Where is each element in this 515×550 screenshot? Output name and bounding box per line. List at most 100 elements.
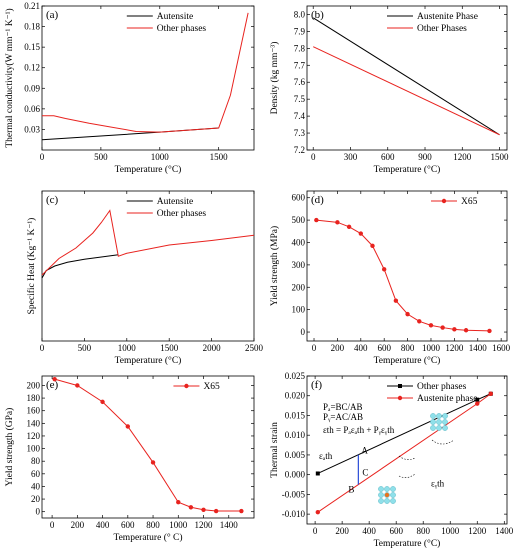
lattice-atom bbox=[436, 413, 442, 419]
y-tick-label-e: 100 bbox=[27, 444, 41, 454]
x-tick-label-e: 0 bbox=[50, 520, 55, 530]
lattice-atom bbox=[378, 486, 384, 492]
data-point-e bbox=[176, 500, 181, 505]
y-tick-label-d: 0 bbox=[301, 327, 306, 337]
series-line-c-1 bbox=[41, 209, 255, 276]
y-axis-label-f: Thermal strain bbox=[270, 422, 280, 478]
lattice-atom bbox=[378, 498, 384, 504]
legend-label-a: Autensite bbox=[157, 12, 193, 22]
legend-label-c: Other phases bbox=[157, 209, 207, 219]
lattice-bcc-icon bbox=[430, 413, 448, 431]
epsilon-gamma-label: εᵧth bbox=[431, 479, 445, 490]
legend-label-b: Austenite Phase bbox=[417, 12, 478, 22]
x-tick-label-d: 1200 bbox=[445, 343, 464, 353]
data-point-f bbox=[315, 471, 320, 476]
x-tick-label-b: 300 bbox=[344, 152, 358, 162]
y-tick-label-a: 0.03 bbox=[24, 124, 40, 134]
y-tick-label-e: 0 bbox=[36, 507, 41, 517]
y-tick-label-d: 200 bbox=[292, 282, 306, 292]
y-tick-label-d: 500 bbox=[292, 215, 306, 225]
x-tick-label-f: 800 bbox=[416, 526, 430, 536]
plot-frame-c bbox=[41, 190, 255, 342]
data-point-f bbox=[475, 397, 480, 402]
y-tick-label-b: 7.8 bbox=[294, 43, 306, 53]
data-point-d bbox=[417, 319, 422, 324]
dotted-guide-right bbox=[431, 439, 455, 445]
y-tick-label-e: 160 bbox=[27, 406, 41, 416]
y-tick-label-a: 0.15 bbox=[24, 42, 40, 52]
data-point-e bbox=[125, 424, 131, 429]
y-tick-label-e: 180 bbox=[27, 393, 41, 403]
x-axis-label-b: Temperature (°C) bbox=[374, 164, 441, 175]
y-tick-label-e: 60 bbox=[31, 469, 41, 479]
data-point-e bbox=[150, 460, 156, 465]
y-tick-label-e: 80 bbox=[31, 456, 41, 466]
panel-label-e: (e) bbox=[46, 379, 59, 391]
y-tick-label-f: 0.025 bbox=[285, 371, 306, 381]
data-point-d bbox=[393, 298, 399, 303]
panel-label-b: (b) bbox=[311, 9, 324, 21]
x-tick-label-e: 600 bbox=[121, 520, 135, 530]
y-tick-label-e: 20 bbox=[31, 494, 41, 504]
data-point-e bbox=[213, 508, 219, 514]
y-tick-label-b: 7.3 bbox=[294, 128, 306, 138]
x-tick-label-c: 1500 bbox=[160, 343, 179, 353]
series-line-a-1 bbox=[42, 12, 249, 133]
y-tick-label-a: 0.06 bbox=[24, 104, 40, 114]
y-tick-label-e: 40 bbox=[31, 481, 41, 491]
point-a-label: A bbox=[361, 446, 368, 456]
y-tick-label-f: 0.020 bbox=[285, 391, 306, 401]
lattice-atom bbox=[390, 492, 396, 498]
legend-label-e: X65 bbox=[203, 382, 220, 392]
plot-frame-e bbox=[41, 375, 255, 519]
lattice-atom bbox=[436, 419, 442, 425]
data-point-d bbox=[428, 323, 434, 328]
x-axis-label-e: Temperature (° C) bbox=[113, 532, 182, 543]
plot-frame-b bbox=[306, 5, 508, 151]
legend-label-d: X65 bbox=[461, 197, 478, 207]
data-point-d bbox=[358, 231, 364, 236]
x-tick-label-c: 2000 bbox=[203, 343, 222, 353]
dotted-guide-lower bbox=[398, 473, 416, 478]
data-point-d bbox=[381, 267, 387, 272]
x-tick-label-f: 600 bbox=[389, 526, 403, 536]
x-tick-label-e: 800 bbox=[146, 520, 160, 530]
data-point-d bbox=[440, 325, 445, 330]
x-axis-label-f: Temperature (°C) bbox=[374, 538, 441, 549]
lattice-atom bbox=[430, 413, 436, 419]
plot-frame-f bbox=[306, 375, 508, 525]
x-tick-label-d: 800 bbox=[401, 343, 415, 353]
y-tick-label-e: 120 bbox=[27, 431, 41, 441]
lattice-atom bbox=[384, 498, 390, 504]
plot-frame-a bbox=[41, 5, 255, 151]
y-tick-label-b: 7.5 bbox=[294, 94, 306, 104]
legend-label-b: Other Phases bbox=[417, 24, 467, 34]
lattice-atom bbox=[442, 413, 448, 419]
data-point-e bbox=[239, 508, 244, 514]
y-tick-label-a: 0.18 bbox=[24, 22, 40, 32]
x-tick-label-c: 1000 bbox=[118, 343, 137, 353]
series-line-e-0 bbox=[54, 378, 242, 512]
series-line-b-1 bbox=[312, 46, 500, 136]
series-line-d-0 bbox=[316, 219, 490, 332]
lattice-atom bbox=[436, 425, 442, 431]
x-tick-label-d: 600 bbox=[377, 343, 391, 353]
y-axis-label-a: Thermal conductivity(W mm⁻¹ K⁻¹) bbox=[4, 8, 15, 147]
series-line-b-0 bbox=[312, 17, 500, 136]
x-tick-label-a: 1500 bbox=[210, 152, 229, 162]
data-point-d bbox=[314, 217, 319, 223]
annotation-eq-pa: Pₐ=BC/AB bbox=[323, 402, 363, 412]
panel-label-d: (d) bbox=[311, 194, 324, 206]
y-tick-label-d: 400 bbox=[292, 237, 306, 247]
data-point-e bbox=[201, 507, 206, 512]
x-tick-label-b: 1200 bbox=[453, 152, 472, 162]
annotation-eq-pg: Pᵧ=AC/AB bbox=[323, 412, 363, 423]
x-tick-label-b: 0 bbox=[311, 152, 316, 162]
legend-marker-d bbox=[441, 198, 447, 204]
y-tick-label-a: 0.12 bbox=[24, 63, 40, 73]
legend-marker-f bbox=[397, 395, 403, 401]
y-tick-label-f: 0.015 bbox=[285, 410, 306, 420]
lattice-atom bbox=[430, 419, 436, 425]
y-axis-label-c: Specific Heat (Kg⁻¹ K⁻¹) bbox=[26, 218, 37, 315]
x-tick-label-d: 0 bbox=[312, 343, 317, 353]
